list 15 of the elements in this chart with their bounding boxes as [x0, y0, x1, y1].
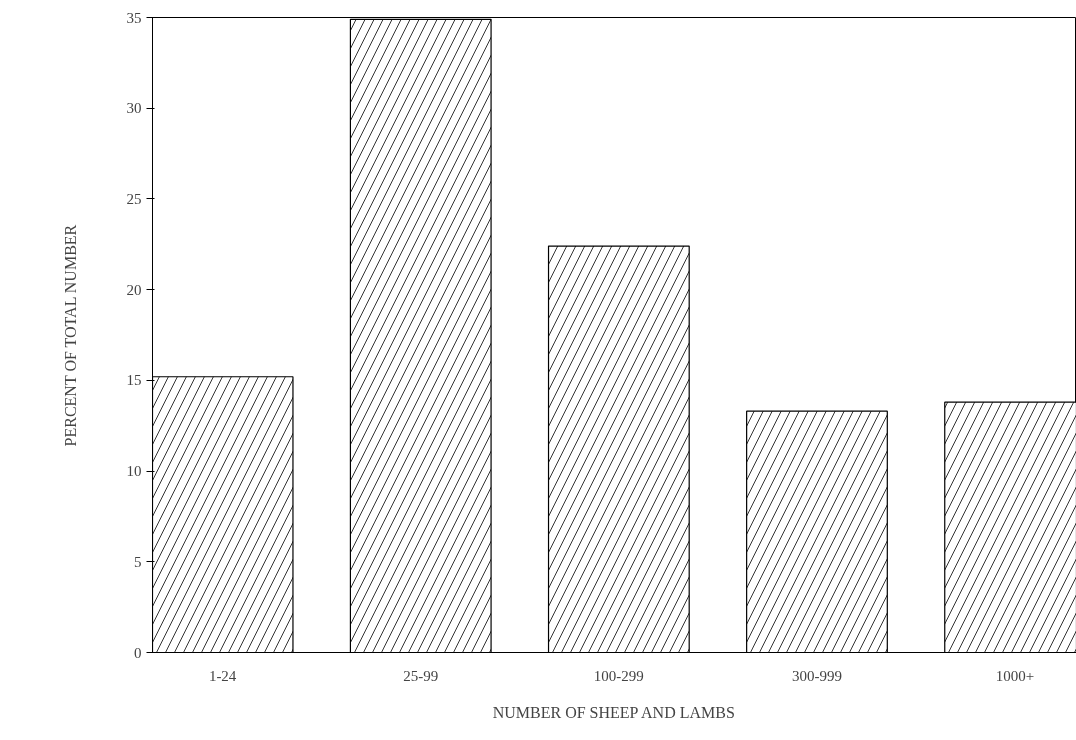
y-tick-label: 35 [126, 9, 142, 26]
x-tick-label: 25-99 [403, 667, 439, 684]
y-axis-title: PERCENT OF TOTAL NUMBER [61, 224, 79, 447]
x-tick-label: 1-24 [208, 667, 237, 684]
y-tick-label: 0 [134, 644, 142, 661]
y-tick-label: 15 [126, 372, 142, 389]
x-tick-label: 300-999 [791, 667, 842, 684]
y-tick-label: 10 [126, 463, 142, 480]
x-axis-title: NUMBER OF SHEEP AND LAMBS [492, 703, 735, 721]
y-tick-label: 25 [126, 190, 142, 207]
x-tick-label: 100-299 [593, 667, 644, 684]
y-tick-label: 30 [126, 100, 142, 117]
y-tick-label: 5 [134, 553, 142, 570]
y-tick-label: 20 [126, 281, 142, 298]
x-tick-label: 1000+ [995, 667, 1035, 684]
